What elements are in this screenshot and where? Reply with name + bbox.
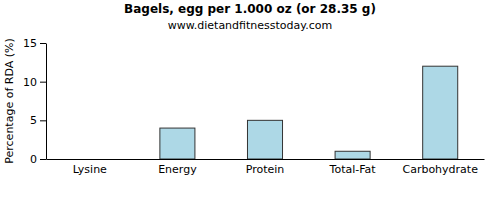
- y-axis: 0 5 10 15: [23, 37, 47, 166]
- x-tick: Energy: [158, 159, 197, 176]
- x-tick: Protein: [246, 159, 285, 176]
- title: Bagels, egg per 1.000 oz (or 28.35 g): [124, 2, 376, 16]
- x-tick-label: Energy: [158, 163, 197, 176]
- subtitle: www.dietandfitnesstoday.com: [168, 19, 332, 32]
- x-tick-label: Protein: [246, 163, 285, 176]
- y-axis-line: [46, 44, 47, 160]
- y-tick-label: 15: [23, 37, 37, 50]
- y-tick-mark: [40, 43, 46, 44]
- bar: [247, 120, 282, 159]
- y-tick-mark: [40, 159, 46, 160]
- bar: [335, 151, 370, 159]
- bar: [423, 66, 458, 159]
- x-axis: Lysine Energy Protein Total-Fat Carbohydrate: [47, 159, 485, 176]
- y-tick: 15: [23, 37, 46, 50]
- y-axis-title: Percentage of RDA (%): [3, 38, 16, 163]
- chart: Bagels, egg per 1.000 oz (or 28.35 g) www…: [0, 0, 500, 200]
- y-tick: 10: [23, 76, 46, 89]
- x-tick-label: Lysine: [73, 163, 107, 176]
- y-tick: 5: [30, 114, 46, 127]
- x-tick-label: Total-Fat: [329, 163, 377, 176]
- y-tick-mark: [40, 120, 46, 121]
- y-tick-label: 10: [23, 76, 37, 89]
- y-tick-mark: [40, 82, 46, 83]
- x-tick: Total-Fat: [329, 159, 377, 176]
- x-tick: Lysine: [73, 159, 107, 176]
- bars: [160, 66, 458, 159]
- bar: [72, 159, 107, 160]
- y-tick: 0: [30, 153, 46, 166]
- y-tick-label: 0: [30, 153, 37, 166]
- x-axis-line: [47, 159, 485, 160]
- x-tick-label: Carbohydrate: [402, 163, 478, 176]
- y-tick-label: 5: [30, 114, 37, 127]
- x-tick: Carbohydrate: [402, 159, 478, 176]
- bar: [160, 128, 195, 159]
